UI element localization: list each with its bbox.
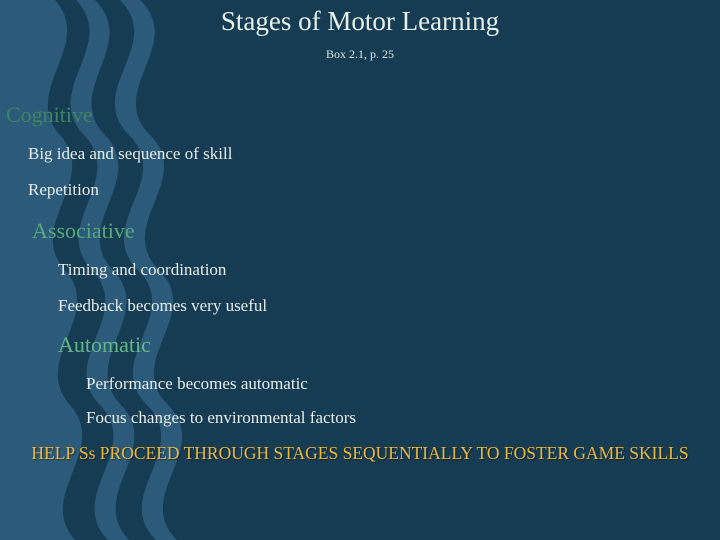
stage-1-heading: Cognitive (6, 102, 720, 128)
stage-2-heading: Associative (32, 218, 720, 244)
footer-message: HELP Ss PROCEED THROUGH STAGES SEQUENTIA… (0, 442, 720, 466)
slide-title: Stages of Motor Learning (0, 0, 720, 37)
slide-content: Stages of Motor Learning Box 2.1, p. 25 … (0, 0, 720, 540)
stage-3-bullet: Performance becomes automatic (86, 374, 720, 394)
stage-3-bullet: Focus changes to environmental factors (86, 408, 720, 428)
stage-2-bullet: Timing and coordination (58, 260, 720, 280)
stage-2-bullet: Feedback becomes very useful (58, 296, 720, 316)
stage-1-bullet: Big idea and sequence of skill (28, 144, 720, 164)
slide-subtitle: Box 2.1, p. 25 (0, 47, 720, 62)
stage-3-heading: Automatic (58, 332, 720, 358)
stage-1-bullet: Repetition (28, 180, 720, 200)
